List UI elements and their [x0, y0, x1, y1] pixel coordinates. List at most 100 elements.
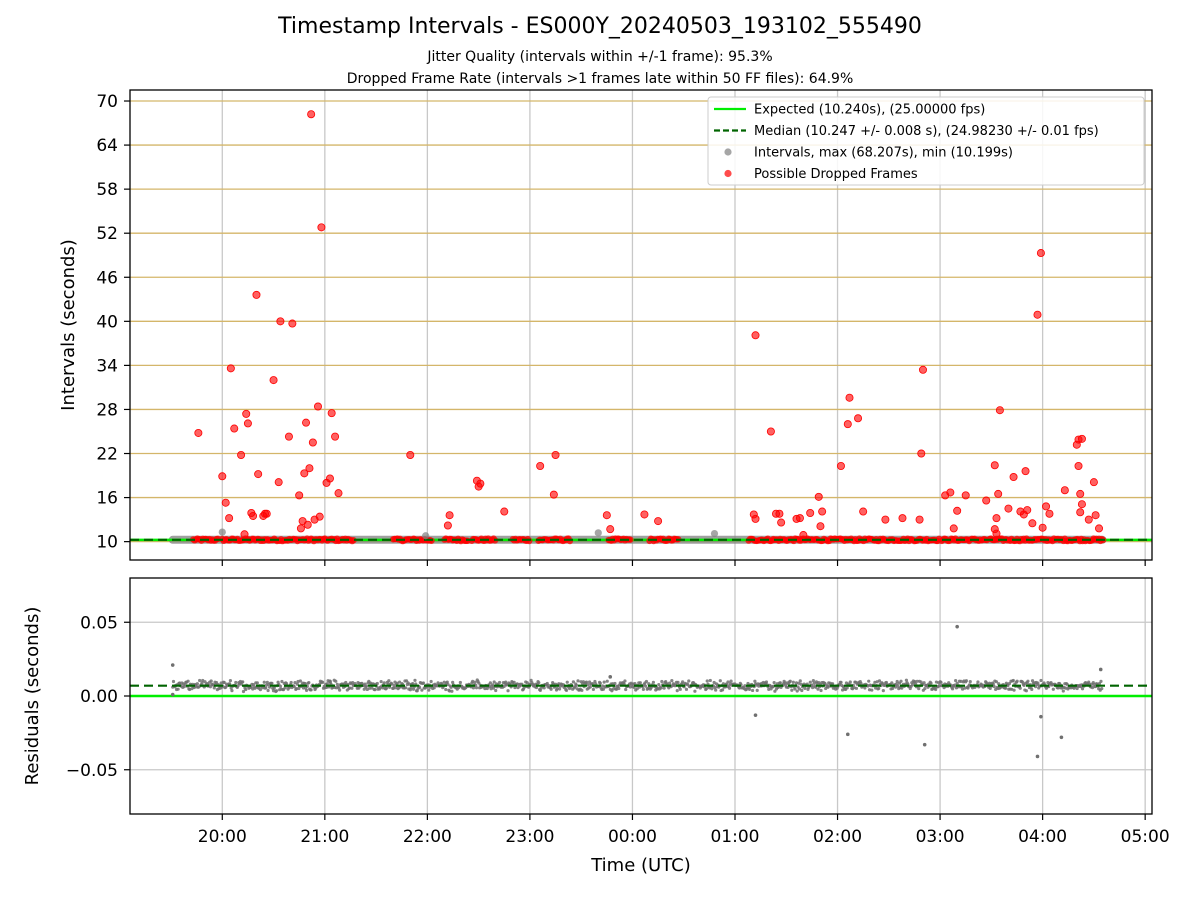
residual-point	[451, 680, 455, 684]
residual-point	[900, 686, 904, 690]
interval-point	[422, 532, 430, 540]
residual-point	[726, 680, 730, 684]
dropped-frame-point	[751, 514, 760, 523]
residual-point	[491, 683, 495, 687]
intervals-frame	[129, 89, 1153, 561]
dropped-frame-point	[226, 364, 235, 373]
residual-point	[421, 681, 426, 685]
residual-point	[638, 681, 642, 685]
dropped-frame-point	[476, 479, 485, 488]
dropped-frame-point	[307, 110, 316, 119]
residual-point	[492, 680, 496, 684]
residual-point	[727, 686, 732, 690]
residual-point	[429, 679, 433, 684]
dropped-frame-point	[1045, 509, 1054, 518]
residual-point	[471, 686, 476, 690]
residual-outlier-point	[170, 663, 175, 667]
residual-point	[623, 679, 627, 683]
residual-point	[350, 686, 354, 690]
residual-point	[241, 680, 245, 684]
dropped-frame-point	[799, 531, 808, 540]
dropped-frame-point	[500, 507, 509, 516]
residual-point	[968, 679, 972, 684]
residual-point	[737, 686, 742, 690]
residual-point	[877, 679, 882, 683]
residual-point	[549, 687, 553, 691]
legend-median-label: Median (10.247 +/- 0.008 s), (24.98230 +…	[754, 124, 1099, 139]
residual-point	[321, 680, 325, 684]
dropped-frame-point	[654, 517, 663, 526]
residual-point	[420, 688, 424, 692]
dropped-frame-point	[1077, 500, 1086, 509]
residual-point	[307, 680, 311, 685]
residual-point	[923, 687, 927, 691]
residual-point	[373, 688, 377, 692]
intervals-ytick-label: 52	[96, 224, 118, 244]
dropped-frame-point	[1076, 489, 1085, 498]
residual-point	[384, 686, 389, 690]
dropped-frame-point	[325, 474, 334, 483]
residual-point	[797, 687, 802, 691]
residual-point	[1030, 687, 1034, 692]
residual-point	[274, 689, 279, 693]
dropped-frame-point	[881, 515, 890, 524]
residual-point	[811, 679, 815, 683]
residual-point	[988, 686, 992, 690]
residual-point	[859, 681, 863, 686]
residual-outlier-point	[955, 624, 959, 629]
residual-point	[397, 680, 402, 684]
residual-point	[895, 679, 899, 684]
dropped-frame-point	[1084, 515, 1093, 524]
residual-point	[542, 686, 546, 690]
dropped-frame-point	[992, 529, 1001, 538]
residual-point	[537, 681, 541, 685]
residuals-xtick-label: 22:00	[403, 827, 452, 847]
residual-point	[624, 687, 628, 692]
dropped-frame-point	[992, 514, 1001, 523]
residual-point	[681, 680, 685, 684]
residual-point	[292, 684, 296, 689]
residual-point	[803, 686, 807, 691]
residual-point	[289, 680, 293, 685]
residual-point	[557, 687, 562, 691]
residual-point	[171, 679, 176, 684]
dropped-frame-point	[334, 489, 343, 498]
residual-point	[870, 688, 874, 692]
residual-point	[712, 680, 716, 685]
residual-point	[753, 679, 757, 683]
residual-outlier-point	[1059, 735, 1064, 740]
dropped-frame-point	[549, 490, 558, 499]
interval-point	[218, 528, 226, 536]
dropped-frame-point	[1076, 508, 1085, 517]
residual-point	[1030, 679, 1035, 683]
dropped-frame-point	[269, 376, 278, 385]
residual-point	[950, 687, 955, 691]
residuals-xtick-label: 02:00	[813, 827, 862, 847]
residual-point	[294, 687, 299, 691]
dropped-frame-point	[818, 507, 827, 516]
intervals-ylabel: Intervals (seconds)	[58, 239, 79, 411]
dropped-frame-point	[961, 491, 970, 500]
residual-point	[915, 679, 919, 683]
residual-point	[899, 679, 903, 683]
residual-point	[283, 686, 287, 690]
dropped-frame-point	[221, 498, 230, 507]
dropped-frame-point	[551, 450, 560, 459]
dropped-frame-point	[806, 508, 815, 517]
residual-point	[964, 679, 968, 683]
residual-point	[1024, 689, 1028, 693]
residual-point	[444, 687, 448, 692]
residual-point	[409, 686, 413, 690]
residual-point	[710, 687, 714, 691]
dropped-frame-point	[627, 536, 634, 543]
residual-point	[854, 686, 859, 690]
residual-point	[704, 687, 709, 691]
residual-point	[937, 684, 942, 688]
residual-point	[994, 680, 998, 684]
residual-point	[708, 678, 712, 683]
residual-point	[601, 687, 606, 691]
residual-point	[922, 681, 926, 685]
residual-point	[404, 686, 408, 690]
residual-point	[375, 681, 379, 686]
residual-point	[309, 688, 313, 692]
